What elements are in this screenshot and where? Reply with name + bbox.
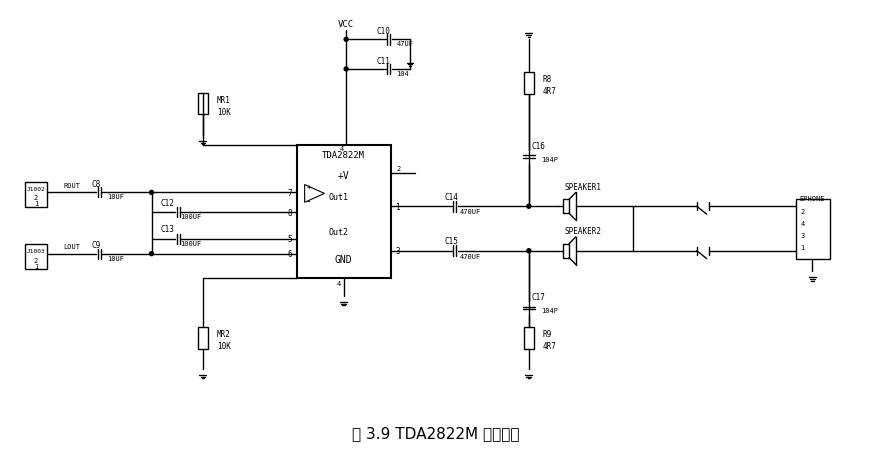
Bar bbox=[563, 200, 569, 214]
Text: 3: 3 bbox=[801, 233, 805, 238]
Circle shape bbox=[344, 68, 348, 72]
Text: C11: C11 bbox=[377, 56, 390, 66]
Text: 470UF: 470UF bbox=[460, 209, 481, 215]
Text: EPHONE: EPHONE bbox=[800, 196, 825, 202]
Text: 2: 2 bbox=[396, 165, 401, 172]
Text: C17: C17 bbox=[532, 292, 546, 301]
Text: LOUT: LOUT bbox=[63, 243, 80, 249]
Bar bbox=[524, 327, 533, 349]
Text: C14: C14 bbox=[445, 192, 459, 202]
Text: R9: R9 bbox=[543, 329, 552, 339]
Bar bbox=[25, 182, 47, 208]
Text: 4R7: 4R7 bbox=[543, 87, 557, 96]
Text: C15: C15 bbox=[445, 237, 459, 246]
Text: 4: 4 bbox=[801, 221, 805, 227]
Text: C13: C13 bbox=[161, 225, 175, 234]
Text: 1: 1 bbox=[395, 202, 400, 211]
Text: 2: 2 bbox=[801, 209, 805, 215]
Text: 104P: 104P bbox=[540, 157, 558, 162]
Text: MR1: MR1 bbox=[217, 96, 230, 105]
Bar bbox=[198, 93, 208, 115]
Text: 10K: 10K bbox=[217, 108, 230, 116]
Text: 1: 1 bbox=[34, 201, 38, 207]
Text: 1: 1 bbox=[34, 263, 38, 269]
Text: 10UF: 10UF bbox=[107, 255, 124, 261]
Text: C16: C16 bbox=[532, 141, 546, 150]
Text: J1003: J1003 bbox=[26, 249, 45, 253]
Bar bbox=[795, 200, 830, 259]
Text: ROUT: ROUT bbox=[63, 182, 80, 188]
Circle shape bbox=[527, 205, 531, 209]
Bar bbox=[297, 146, 390, 279]
Text: 10K: 10K bbox=[217, 341, 230, 350]
Text: +V: +V bbox=[338, 170, 349, 180]
Text: 470UF: 470UF bbox=[460, 253, 481, 259]
Text: 3: 3 bbox=[395, 247, 400, 256]
Text: +: + bbox=[306, 184, 311, 190]
Text: SPEAKER2: SPEAKER2 bbox=[565, 227, 601, 236]
Text: 5: 5 bbox=[287, 235, 292, 244]
Text: 4: 4 bbox=[340, 146, 344, 152]
Text: 1: 1 bbox=[801, 244, 805, 250]
Circle shape bbox=[344, 38, 348, 42]
Text: -: - bbox=[306, 196, 312, 206]
Circle shape bbox=[149, 191, 154, 195]
Text: 47UF: 47UF bbox=[396, 41, 414, 47]
Text: C9: C9 bbox=[92, 241, 100, 250]
Text: 4R7: 4R7 bbox=[543, 341, 557, 350]
Text: 2: 2 bbox=[34, 257, 38, 263]
Bar bbox=[524, 73, 533, 95]
Circle shape bbox=[149, 252, 154, 256]
Text: SPEAKER1: SPEAKER1 bbox=[565, 182, 601, 192]
Text: VCC: VCC bbox=[338, 20, 354, 29]
Bar bbox=[198, 327, 208, 349]
Circle shape bbox=[527, 249, 531, 253]
Text: 4: 4 bbox=[337, 281, 340, 287]
Text: R8: R8 bbox=[543, 75, 552, 84]
Text: C12: C12 bbox=[161, 198, 175, 207]
Text: 7: 7 bbox=[287, 188, 292, 197]
Bar bbox=[563, 244, 569, 258]
Text: GND: GND bbox=[335, 254, 353, 264]
Text: 100UF: 100UF bbox=[180, 240, 202, 246]
Text: 6: 6 bbox=[287, 250, 292, 258]
Text: Out1: Out1 bbox=[329, 193, 348, 202]
Text: 100UF: 100UF bbox=[180, 214, 202, 220]
Text: 104: 104 bbox=[396, 71, 409, 77]
Text: MR2: MR2 bbox=[217, 329, 230, 339]
Bar bbox=[25, 244, 47, 270]
Text: 2: 2 bbox=[34, 195, 38, 201]
Text: 104P: 104P bbox=[540, 307, 558, 313]
Text: 8: 8 bbox=[287, 208, 292, 217]
Text: J1002: J1002 bbox=[26, 187, 45, 192]
Text: Out2: Out2 bbox=[329, 228, 348, 237]
Text: 10UF: 10UF bbox=[107, 194, 124, 200]
Text: C8: C8 bbox=[92, 180, 100, 189]
Text: 图 3.9 TDA2822M 的原理图: 图 3.9 TDA2822M 的原理图 bbox=[353, 425, 519, 440]
Text: TDA2822M: TDA2822M bbox=[322, 151, 365, 160]
Text: C10: C10 bbox=[377, 27, 390, 36]
